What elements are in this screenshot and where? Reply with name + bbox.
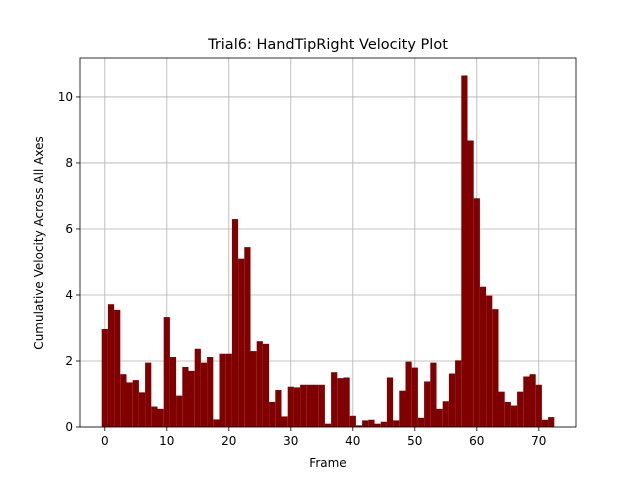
bar: [467, 140, 474, 427]
bar: [436, 408, 443, 427]
bar: [393, 420, 400, 427]
bar: [473, 198, 480, 427]
bar: [430, 362, 437, 427]
bar: [306, 384, 313, 427]
bar: [349, 415, 356, 427]
bar: [275, 390, 282, 427]
x-tick-label: 30: [283, 434, 298, 448]
bar: [492, 309, 499, 427]
bar: [231, 219, 239, 427]
bar: [374, 423, 381, 427]
bar: [287, 386, 294, 427]
bar: [510, 405, 518, 427]
bar: [442, 401, 449, 427]
bar: [151, 406, 158, 427]
bar: [163, 317, 170, 427]
y-tick-label: 8: [65, 156, 73, 170]
bar: [324, 423, 332, 427]
bar: [498, 391, 505, 427]
bar: [529, 374, 536, 427]
bar: [517, 391, 524, 427]
bar: [461, 75, 468, 427]
bar: [448, 373, 456, 427]
bar: [355, 425, 363, 427]
y-tick-label: 4: [65, 288, 73, 302]
y-tick-label: 10: [58, 90, 73, 104]
bar: [424, 381, 431, 427]
bar: [411, 367, 418, 427]
bar: [479, 286, 487, 427]
bar: [250, 351, 257, 427]
bar: [101, 328, 108, 427]
bar: [399, 390, 406, 427]
bar: [417, 417, 425, 427]
bar: [207, 357, 214, 427]
x-tick-label: 50: [407, 434, 422, 448]
bar: [331, 372, 338, 427]
y-tick-label: 0: [65, 420, 73, 434]
bar: [548, 417, 555, 427]
bar: [225, 353, 232, 427]
y-axis-label: Cumulative Velocity Across All Axes: [32, 136, 46, 349]
x-tick-label: 60: [469, 434, 484, 448]
plot-frame: [79, 57, 577, 428]
bar: [281, 416, 288, 427]
bar: [405, 361, 412, 427]
bar: [120, 374, 127, 427]
bar: [194, 348, 201, 427]
x-tick-label: 70: [531, 434, 546, 448]
bar: [368, 419, 375, 427]
bar: [293, 387, 301, 427]
bar: [188, 370, 195, 427]
bar: [138, 392, 146, 427]
bar: [107, 304, 115, 427]
x-tick-label: 10: [159, 434, 174, 448]
bar: [523, 376, 530, 427]
x-tick-label: 20: [221, 434, 236, 448]
bar: [318, 384, 325, 427]
bar: [486, 295, 493, 427]
bar: [169, 357, 177, 427]
bars: [101, 75, 555, 427]
bar: [182, 366, 189, 427]
x-tick-label: 0: [101, 434, 109, 448]
bar: [244, 247, 251, 427]
ticks: 0 10 20 30 40 50 60 70 0 2 4 6 8 10: [58, 90, 547, 448]
bar: [380, 421, 387, 427]
bar: [145, 362, 152, 427]
bar: [312, 384, 319, 427]
bar: [213, 419, 220, 427]
x-axis-label: Frame: [309, 456, 346, 470]
chart-title: Trial6: HandTipRight Velocity Plot: [207, 37, 448, 53]
y-tick-label: 6: [65, 222, 73, 236]
bar: [262, 343, 270, 427]
y-tick-label: 2: [65, 354, 73, 368]
bar: [219, 353, 226, 427]
bar: [455, 360, 462, 427]
bar: [157, 408, 164, 427]
bar: [238, 258, 245, 427]
bar: [337, 378, 344, 427]
bar: [386, 377, 394, 427]
bar: [343, 377, 350, 427]
bar: [114, 309, 121, 427]
bar: [541, 419, 549, 427]
bar: [362, 420, 369, 427]
bar: [300, 384, 307, 427]
bar: [269, 401, 276, 427]
x-tick-label: 40: [345, 434, 360, 448]
bar: [256, 341, 263, 427]
bar: [126, 382, 133, 427]
bar: [504, 401, 511, 427]
bar: [132, 380, 139, 427]
bar: [535, 384, 542, 427]
bar: [200, 362, 208, 427]
bar: [176, 395, 183, 427]
